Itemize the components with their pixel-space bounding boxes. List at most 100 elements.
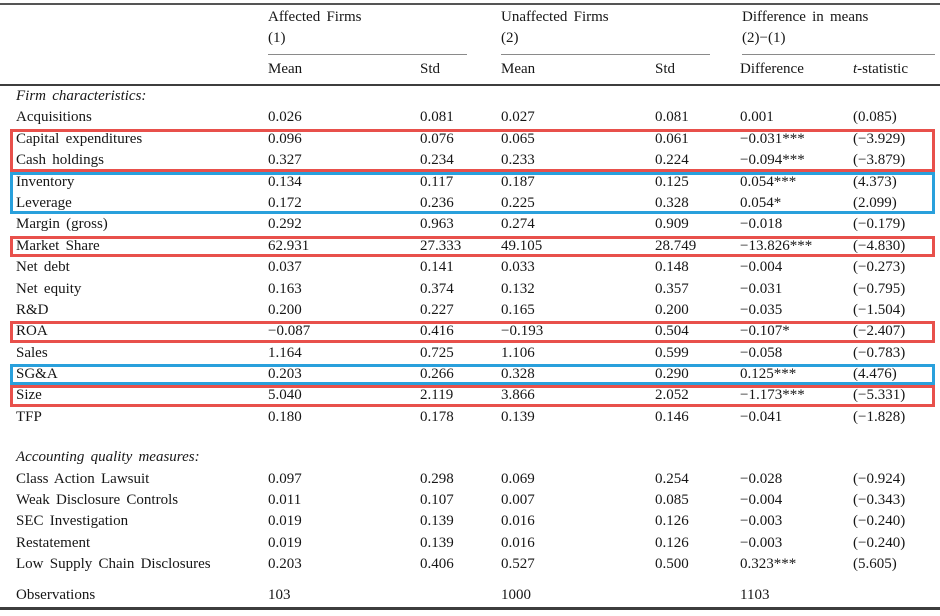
table-top-rule (0, 3, 940, 5)
cell-std-affected: 2.119 (420, 387, 454, 404)
table-row: Restatement 0.019 0.139 0.016 0.126 −0.0… (0, 533, 940, 554)
cell-std-affected: 0.081 (420, 109, 454, 126)
table-row: Inventory 0.134 0.117 0.187 0.125 0.054*… (0, 171, 940, 193)
row-label: Cash holdings (16, 152, 104, 169)
cell-std-unaffected: 0.599 (655, 344, 689, 361)
highlight-box (10, 171, 935, 193)
cell-std-unaffected: 0.061 (655, 130, 689, 147)
table-row: Capital expenditures 0.096 0.076 0.065 0… (0, 128, 940, 151)
cell-mean-affected: 0.203 (268, 556, 302, 573)
cell-mean-unaffected: −0.193 (501, 323, 544, 340)
table-row: Class Action Lawsuit 0.097 0.298 0.069 0… (0, 469, 940, 490)
highlight-box (10, 321, 935, 343)
cell-t-statistic: (−0.924) (853, 470, 906, 487)
cell-mean-unaffected: 0.165 (501, 301, 535, 318)
table-row: Acquisitions 0.026 0.081 0.027 0.081 0.0… (0, 107, 940, 128)
cell-std-unaffected: 0.909 (655, 216, 689, 233)
cell-t-statistic: (5.605) (853, 556, 897, 573)
cell-std-unaffected: 0.224 (655, 152, 689, 169)
cell-mean-affected: 5.040 (268, 387, 302, 404)
cell-difference: −0.058 (740, 344, 783, 361)
row-label: Observations (16, 586, 96, 603)
group-underline (742, 54, 935, 55)
cell-std-affected: 0.406 (420, 556, 454, 573)
cell-std-unaffected: 0.148 (655, 259, 689, 276)
t-suffix: -statistic (857, 61, 908, 77)
cell-mean-unaffected: 0.007 (501, 492, 535, 509)
cell-mean-unaffected: 0.033 (501, 259, 535, 276)
cell-observations-total: 1103 (740, 586, 770, 603)
row-label: Market Share (16, 237, 100, 254)
cell-mean-unaffected: 49.105 (501, 237, 543, 254)
cell-std-affected: 0.298 (420, 470, 454, 487)
cell-t-statistic: (−1.504) (853, 301, 906, 318)
cell-difference: 0.125*** (740, 366, 797, 383)
row-label: Weak Disclosure Controls (16, 492, 179, 509)
table-section: Firm characteristics: Acquisitions 0.026… (0, 86, 940, 428)
cell-std-unaffected: 0.357 (655, 280, 689, 297)
table-body: Firm characteristics: Acquisitions 0.026… (0, 86, 940, 606)
cell-mean-unaffected: 0.016 (501, 534, 535, 551)
cell-difference: −0.031 (740, 280, 783, 297)
cell-std-affected: 0.141 (420, 259, 454, 276)
cell-std-affected: 0.234 (420, 152, 454, 169)
cell-mean-unaffected: 0.132 (501, 280, 535, 297)
table-row: SEC Investigation 0.019 0.139 0.016 0.12… (0, 511, 940, 532)
cell-t-statistic: (−0.273) (853, 259, 906, 276)
row-label: Sales (16, 344, 48, 361)
cell-t-statistic: (0.085) (853, 109, 897, 126)
subheader-std-affected: Std (420, 61, 441, 77)
cell-difference: −0.107* (740, 323, 790, 340)
cell-std-unaffected: 28.749 (655, 237, 697, 254)
t-italic: t (853, 61, 858, 77)
group-title: Affected Firms (268, 9, 362, 25)
row-label: TFP (16, 408, 42, 425)
cell-mean-affected: 0.327 (268, 152, 302, 169)
group-number: (1) (268, 30, 286, 46)
row-label: Inventory (16, 173, 75, 190)
cell-std-affected: 27.333 (420, 237, 462, 254)
cell-std-affected: 0.416 (420, 323, 454, 340)
row-label: SG&A (16, 366, 58, 383)
subheader-std-unaffected: Std (655, 61, 676, 77)
cell-std-affected: 0.139 (420, 513, 454, 530)
cell-t-statistic: (−0.783) (853, 344, 906, 361)
row-label: Class Action Lawsuit (16, 470, 150, 487)
row-label: Firm characteristics: (16, 88, 147, 104)
cell-mean-affected: 0.037 (268, 259, 302, 276)
table-row: ROA −0.087 0.416 −0.193 0.504 −0.107* (−… (0, 321, 940, 343)
cell-t-statistic: (−0.343) (853, 492, 906, 509)
table-row: Market Share 62.931 27.333 49.105 28.749… (0, 235, 940, 258)
highlight-box (10, 364, 935, 386)
cell-mean-affected: 0.019 (268, 513, 302, 530)
cell-t-statistic: (4.373) (853, 173, 897, 190)
cell-mean-unaffected: 0.069 (501, 470, 535, 487)
row-label: ROA (16, 323, 48, 340)
cell-std-unaffected: 0.290 (655, 366, 689, 383)
cell-std-affected: 0.236 (420, 194, 454, 211)
cell-t-statistic: (−0.240) (853, 513, 906, 530)
cell-t-statistic: (−4.830) (853, 237, 906, 254)
cell-difference: −0.003 (740, 513, 783, 530)
cell-mean-affected: 0.011 (268, 492, 302, 509)
cell-std-affected: 0.963 (420, 216, 454, 233)
cell-std-affected: 0.374 (420, 280, 454, 297)
group-title: Difference in means (742, 9, 869, 25)
cell-mean-unaffected: 0.187 (501, 173, 535, 190)
row-label: Net equity (16, 280, 82, 297)
cell-difference: −0.035 (740, 301, 783, 318)
table-row: Size 5.040 2.119 3.866 2.052 −1.173*** (… (0, 385, 940, 407)
cell-mean-unaffected: 0.225 (501, 194, 535, 211)
row-label: Capital expenditures (16, 130, 143, 147)
observations-row: Observations 103 1000 1103 (0, 585, 940, 606)
cell-t-statistic: (2.099) (853, 194, 897, 211)
row-label: Net debt (16, 259, 70, 276)
cell-t-statistic: (−5.331) (853, 387, 906, 404)
cell-mean-unaffected: 0.016 (501, 513, 535, 530)
cell-mean-affected: 0.097 (268, 470, 302, 487)
cell-std-unaffected: 0.500 (655, 556, 689, 573)
table-row: Net debt 0.037 0.141 0.033 0.148 −0.004 … (0, 257, 940, 278)
cell-std-affected: 0.117 (420, 173, 454, 190)
cell-difference: 0.323*** (740, 556, 797, 573)
cell-t-statistic: (4.476) (853, 366, 897, 383)
